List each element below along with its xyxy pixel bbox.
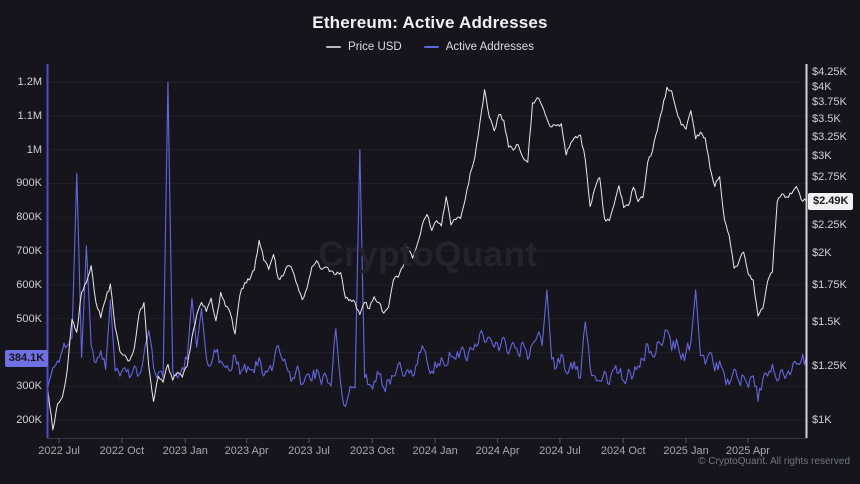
y-axis-label-left: 1M: [26, 143, 42, 156]
x-axis-label: 2023 Jan: [162, 445, 208, 457]
y-axis-label-right: $1.25K: [812, 360, 847, 373]
copyright-notice: © CryptoQuant. All rights reserved: [698, 456, 850, 467]
y-axis-label-right: $4.25K: [812, 66, 847, 79]
x-axis-label: 2024 Jan: [412, 445, 458, 457]
y-axis-label-right: $2.75K: [812, 170, 847, 183]
x-axis-label: 2025 Jan: [663, 445, 709, 457]
x-axis-label: 2023 Oct: [349, 445, 395, 457]
y-axis-label-left: 900K: [16, 177, 42, 190]
chart-legend: Price USD Active Addresses: [0, 41, 860, 53]
y-axis-label-right: $1.5K: [812, 316, 841, 329]
y-axis-label-right: $3K: [812, 149, 832, 162]
y-axis-label-right: $3.25K: [812, 130, 847, 143]
y-axis-label-left: 500K: [16, 312, 42, 325]
y-axis-label-left: 700K: [16, 245, 42, 257]
x-axis-label: 2025 Apr: [725, 445, 770, 457]
x-axis-label: 2023 Apr: [224, 445, 269, 457]
x-axis-label: 2022 Oct: [99, 445, 145, 457]
active-addresses-current-value-badge: 384.1K: [5, 349, 48, 367]
price-current-value-badge: $2.49K: [808, 192, 854, 210]
legend-label: Price USD: [348, 41, 402, 53]
y-axis-label-right: $3.5K: [812, 112, 841, 125]
legend-line-swatch: [326, 46, 342, 48]
price-usd-line[interactable]: [47, 86, 807, 431]
legend-item-active-addresses[interactable]: Active Addresses: [423, 41, 534, 53]
y-axis-label-right: $1K: [812, 414, 832, 426]
legend-item-price-usd[interactable]: Price USD: [326, 41, 402, 53]
x-axis-label: 2024 Oct: [600, 445, 646, 457]
legend-label: Active Addresses: [445, 41, 534, 53]
x-axis-label: 2023 Jul: [288, 445, 330, 457]
x-axis-label: 2022 Jul: [38, 445, 80, 457]
x-axis-label: 2024 Jul: [539, 445, 581, 457]
y-axis-label-left: 1.1M: [17, 109, 42, 122]
legend-line-swatch: [423, 46, 439, 48]
y-axis-label-right: $1.75K: [812, 279, 847, 292]
y-axis-label-right: $2K: [812, 247, 832, 260]
y-axis-label-left: 200K: [16, 414, 42, 426]
y-axis-label-right: $4K: [812, 80, 832, 93]
chart-title: Ethereum: Active Addresses: [312, 13, 548, 32]
x-axis-label: 2024 Apr: [475, 445, 520, 457]
y-axis-label-left: 800K: [16, 211, 42, 224]
y-axis-label-left: 600K: [16, 278, 42, 291]
y-axis-label-right: $2.25K: [812, 218, 847, 231]
active-addresses-line[interactable]: [47, 81, 807, 408]
y-axis-label-left: 1.2M: [17, 76, 42, 88]
y-axis-label-right: $3.75K: [812, 96, 847, 109]
y-axis-label-left: 300K: [16, 380, 42, 393]
